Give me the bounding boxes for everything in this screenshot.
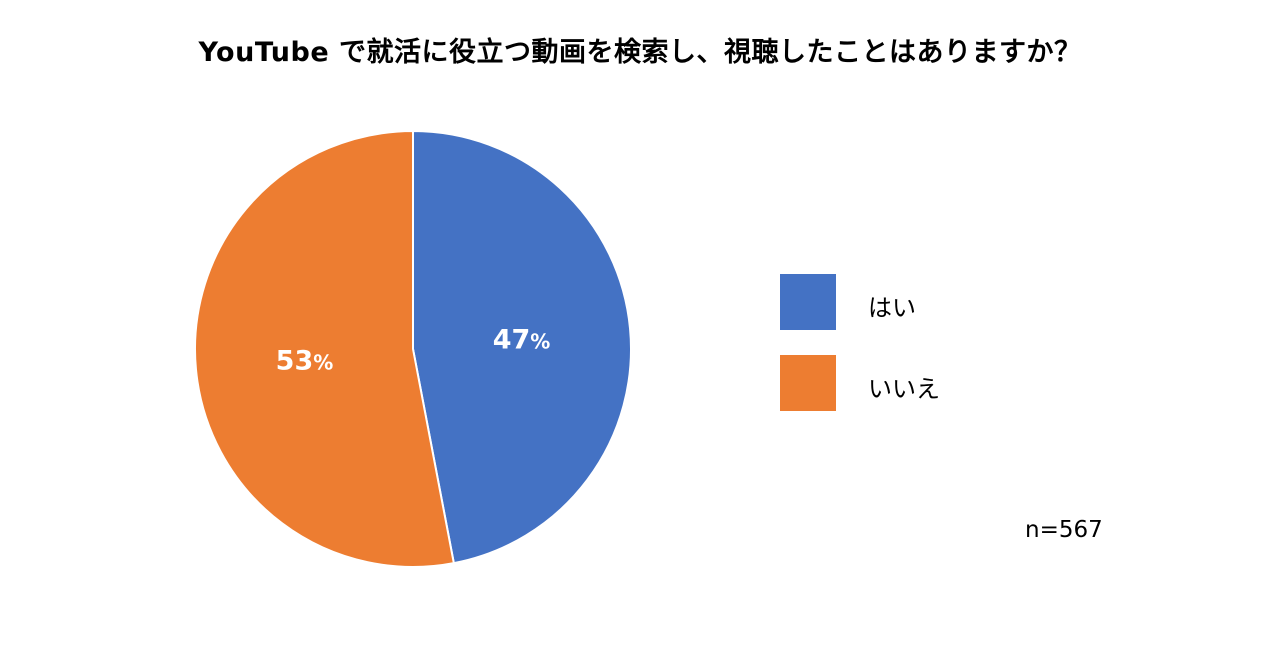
legend-swatch-yes [780, 274, 836, 330]
pie-slice-yes [412, 129, 632, 565]
data-label-no: 53% [276, 345, 334, 376]
pie-slice-no [194, 129, 456, 568]
legend-label-no: いいえ [868, 375, 940, 403]
chart-title: YouTube で就活に役立つ動画を検索し、視聴したことはありますか？ [198, 37, 1082, 68]
data-label-yes: 47% [493, 325, 551, 356]
legend-label-yes: はい [868, 294, 916, 322]
legend-swatch-no [780, 355, 836, 411]
sample-size-note: n=567 [1025, 517, 1103, 543]
